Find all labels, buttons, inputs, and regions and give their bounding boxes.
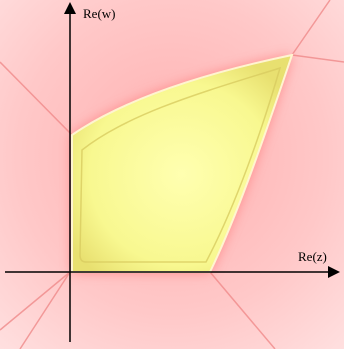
axes [5,10,332,342]
y-axis-label: Re(w) [83,6,116,21]
x-axis-label: Re(z) [298,249,327,264]
inner-contour [79,66,282,263]
x-arrow [328,266,340,278]
stable-region [71,53,294,273]
y-arrow [64,2,76,14]
